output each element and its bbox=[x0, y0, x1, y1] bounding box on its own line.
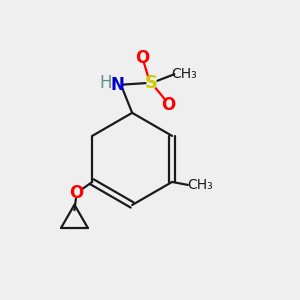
Text: CH₃: CH₃ bbox=[171, 67, 197, 81]
Text: H: H bbox=[99, 74, 112, 92]
Text: O: O bbox=[135, 49, 150, 67]
Text: O: O bbox=[69, 184, 83, 202]
Text: O: O bbox=[161, 96, 175, 114]
Text: S: S bbox=[145, 74, 158, 92]
Text: CH₃: CH₃ bbox=[187, 178, 213, 192]
Text: N: N bbox=[110, 76, 124, 94]
